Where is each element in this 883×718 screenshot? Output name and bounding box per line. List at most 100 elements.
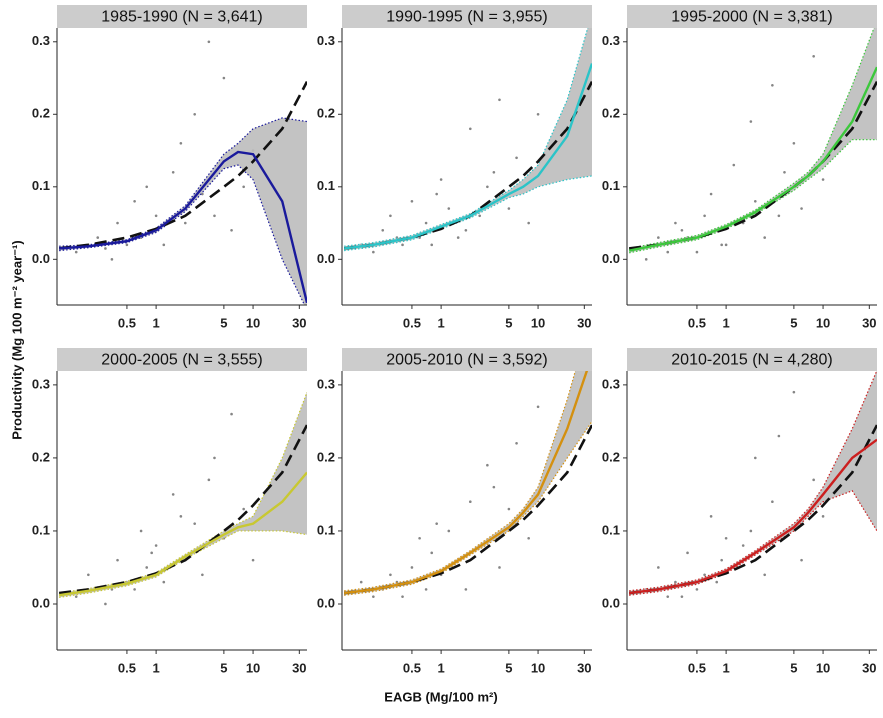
data-point — [145, 566, 149, 569]
y-tick-label: 0.3 — [317, 376, 335, 391]
data-point — [763, 573, 766, 577]
x-axis-label: EAGB (Mg/100 m²) — [384, 689, 497, 704]
data-point — [821, 515, 825, 518]
data-point — [171, 171, 175, 174]
data-point — [401, 595, 404, 598]
panel-title: 1985-1990 (N = 3,641) — [101, 9, 262, 26]
data-point — [242, 185, 245, 189]
ci-lower-line — [344, 175, 592, 252]
data-point — [162, 243, 166, 247]
fit-line — [59, 150, 307, 304]
data-point — [456, 236, 460, 239]
data-point — [666, 250, 670, 254]
data-point — [424, 221, 428, 225]
y-tick-label: 0.2 — [317, 449, 335, 464]
data-point — [657, 236, 660, 239]
data-point — [666, 595, 670, 598]
y-tick-label: 0.2 — [602, 449, 620, 464]
data-point — [201, 192, 204, 196]
data-point — [447, 529, 451, 533]
data-point — [468, 500, 472, 504]
x-tick-label: 5 — [220, 315, 227, 330]
x-tick-label: 5 — [790, 660, 797, 675]
fit-line — [344, 63, 592, 250]
confidence-band — [344, 28, 592, 251]
data-point — [468, 127, 472, 131]
data-point — [783, 171, 786, 174]
fit-line — [344, 371, 589, 595]
data-point — [720, 558, 723, 562]
data-point — [154, 214, 158, 218]
data-point — [133, 588, 136, 591]
data-point — [771, 83, 774, 87]
y-tick-label: 0.2 — [602, 106, 620, 121]
data-point — [116, 558, 119, 562]
x-tick-label: 5 — [505, 660, 512, 675]
data-point — [800, 558, 803, 562]
data-point — [251, 558, 255, 562]
data-point — [492, 485, 496, 489]
x-tick-label: 0.5 — [118, 315, 136, 330]
data-point — [139, 529, 143, 533]
y-tick-label: 0.1 — [602, 522, 620, 537]
data-point — [439, 178, 443, 181]
data-point — [464, 588, 468, 591]
data-point — [680, 595, 684, 598]
y-tick-label: 0.3 — [32, 376, 50, 391]
y-tick-label: 0.3 — [602, 376, 620, 391]
data-point — [464, 229, 468, 232]
x-tick-label: 30 — [577, 660, 591, 675]
x-tick-label: 1 — [152, 315, 159, 330]
data-point — [74, 595, 78, 598]
plot-area — [343, 371, 592, 598]
data-point — [230, 229, 233, 232]
data-point — [680, 229, 684, 232]
confidence-band — [59, 117, 307, 305]
data-point — [381, 229, 385, 232]
panel-title: 2000-2005 (N = 3,555) — [101, 352, 262, 369]
y-tick-label: 0.0 — [32, 251, 50, 266]
data-point — [87, 573, 90, 577]
data-point — [389, 573, 392, 577]
fit-line — [629, 438, 877, 595]
panel-strip — [57, 348, 307, 371]
data-point — [193, 522, 196, 525]
data-point — [435, 192, 438, 196]
panel-title: 2005-2010 (N = 3,592) — [386, 352, 547, 369]
data-point — [674, 221, 677, 225]
data-point — [183, 221, 187, 225]
y-tick-label: 0.1 — [602, 178, 620, 193]
data-point — [507, 507, 511, 511]
ci-lower-line — [59, 530, 307, 599]
data-point — [492, 171, 496, 174]
data-point — [812, 54, 815, 58]
data-point — [104, 247, 107, 250]
panel-strip — [627, 348, 877, 371]
data-point — [430, 243, 434, 247]
data-point — [536, 405, 540, 409]
data-point — [515, 442, 518, 445]
data-point — [213, 456, 216, 460]
data-point — [536, 112, 540, 116]
panel-strip — [627, 5, 877, 28]
data-point — [777, 214, 781, 218]
reference-line — [628, 424, 877, 595]
x-tick-label: 1 — [722, 315, 729, 330]
ci-lower-line — [344, 421, 592, 596]
data-point — [410, 200, 414, 203]
x-tick-label: 1 — [722, 660, 729, 675]
x-tick-label: 1 — [152, 660, 159, 675]
data-point — [171, 493, 175, 496]
data-point — [401, 243, 404, 247]
x-tick-label: 1 — [437, 660, 444, 675]
data-point — [162, 580, 166, 584]
data-point — [179, 141, 183, 145]
data-point — [435, 522, 438, 525]
data-point — [116, 221, 119, 225]
data-point — [527, 221, 530, 225]
x-tick-label: 0.5 — [688, 315, 706, 330]
y-tick-label: 0.1 — [32, 178, 50, 193]
data-point — [498, 566, 501, 569]
x-tick-label: 0.5 — [688, 660, 706, 675]
data-point — [372, 250, 375, 254]
